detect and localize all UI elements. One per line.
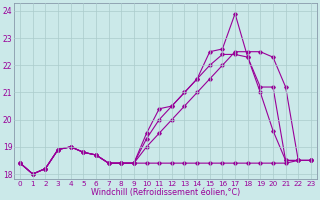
X-axis label: Windchill (Refroidissement éolien,°C): Windchill (Refroidissement éolien,°C) — [91, 188, 240, 197]
